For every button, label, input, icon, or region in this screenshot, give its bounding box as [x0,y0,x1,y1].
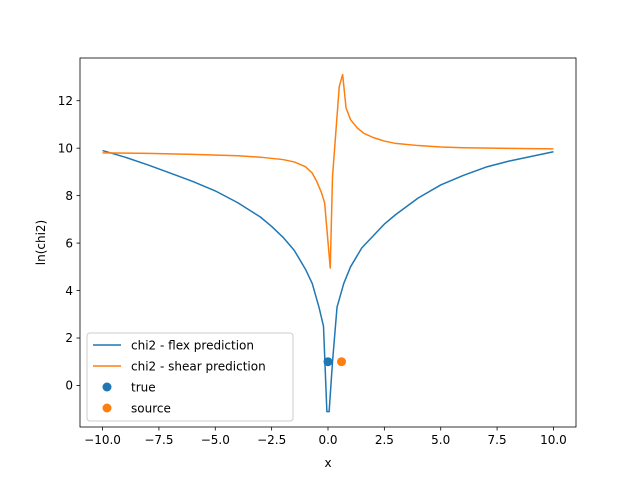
x-axis-label: x [324,456,331,470]
series-line-1 [102,73,554,269]
y-tick-label: 6 [65,236,73,250]
x-tick-label: −7.5 [144,433,173,447]
scatter-point-2-0 [323,357,333,367]
y-axis-label: ln(chi2) [34,220,48,265]
y-tick-label: 8 [65,189,73,203]
x-axis-ticks: −10.0 −7.5 −5.0 −2.5 0.0 2.5 5.0 7.5 10.0 [84,427,567,447]
y-tick-label: 2 [65,331,73,345]
series-line-0 [102,149,554,413]
x-tick-label: 0.0 [318,433,337,447]
y-tick-label: 0 [65,379,73,393]
y-tick-label: 12 [58,94,73,108]
y-tick-label: 4 [65,284,73,298]
legend-entry-label: true [131,380,156,394]
y-axis-ticks: 0 2 4 6 8 10 12 [58,94,80,393]
plot-area [79,57,577,428]
x-tick-label: 2.5 [375,433,394,447]
x-tick-label: −5.0 [201,433,230,447]
x-tick-label: −10.0 [84,433,121,447]
series-layer [102,73,554,413]
x-tick-label: 5.0 [431,433,450,447]
legend-entry-label: source [131,401,171,415]
x-tick-label: 10.0 [540,433,567,447]
x-tick-label: −2.5 [257,433,286,447]
legend: chi2 - flex prediction chi2 - shear predi… [86,332,294,422]
legend-marker-swatch [102,382,112,392]
scatter-point-3-0 [337,357,347,367]
legend-box [86,332,294,422]
legend-entry-label: chi2 - shear prediction [131,359,266,373]
legend-entry-label: chi2 - flex prediction [131,338,254,352]
x-tick-label: 7.5 [488,433,507,447]
legend-marker-swatch [102,403,112,413]
y-tick-label: 10 [58,141,73,155]
